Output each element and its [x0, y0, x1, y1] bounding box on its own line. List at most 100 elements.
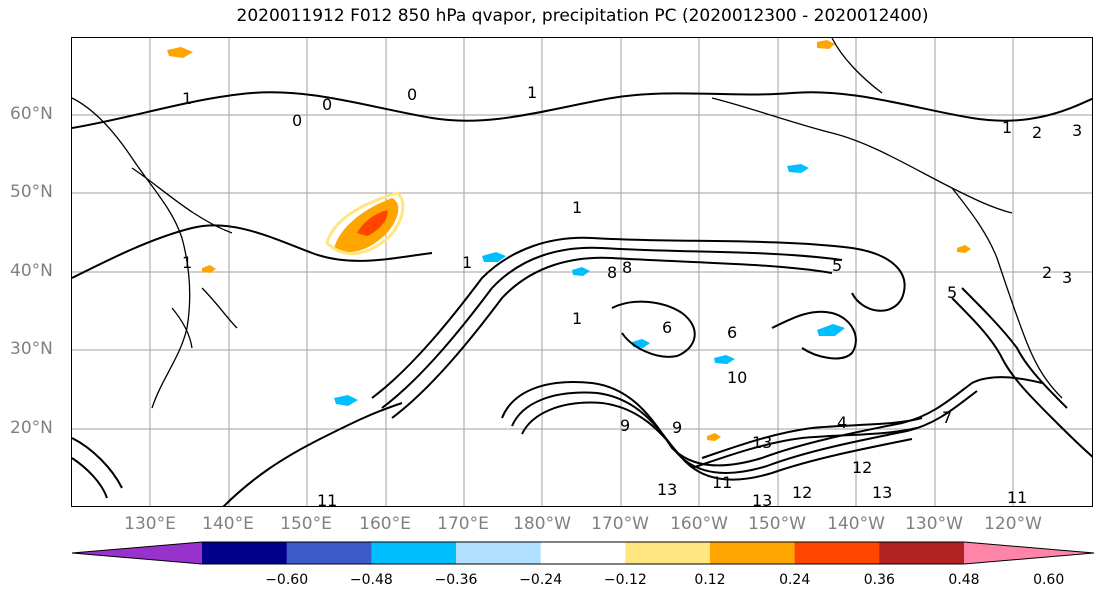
contour-label: 13	[752, 491, 772, 507]
contour-line-5	[391, 256, 833, 419]
lat-label-30n: 30°N	[10, 339, 53, 359]
lon-label-130w: 130°W	[905, 514, 963, 534]
contour-label: 7	[942, 408, 952, 427]
colorbar-tick-label: −0.36	[434, 572, 478, 588]
contour-label: 1	[1002, 118, 1012, 137]
colorbar-extend-max	[964, 542, 1094, 564]
contour-label: 6	[662, 318, 672, 337]
colorbar-outline	[71, 541, 1095, 565]
lat-label-60n: 60°N	[10, 104, 53, 124]
contour-label: 9	[672, 418, 682, 437]
contour-label: 3	[1062, 268, 1072, 287]
coastlines	[72, 38, 1063, 409]
colorbar-segment	[286, 542, 372, 564]
colorbar-tick-label: −0.60	[265, 572, 309, 588]
contour-label: 0	[292, 111, 302, 130]
contour-line-3	[371, 236, 906, 399]
colorbar-segment	[625, 542, 711, 564]
contour-line-16	[611, 300, 696, 358]
contour-label: 2	[1042, 263, 1052, 282]
precip-patch-orange-4	[202, 265, 216, 273]
colorbar-extend-min	[72, 542, 202, 564]
precip-patch-blue-5	[572, 267, 590, 276]
contour-label: 12	[792, 483, 812, 502]
contour-label: 10	[727, 368, 747, 387]
lon-label-180w: 180°W	[513, 514, 571, 534]
contour-line-10	[691, 427, 918, 469]
contour-label: 1	[527, 83, 537, 102]
contour-line-13	[951, 297, 1092, 458]
precip-patch-red	[357, 210, 388, 236]
contour-label: 9	[620, 416, 630, 435]
contour-label: 2	[1032, 123, 1042, 142]
precip-patch-orange-6	[707, 433, 721, 441]
colorbar-segment	[794, 542, 880, 564]
contour-line-1	[72, 91, 1092, 129]
contour-line-6	[501, 376, 1043, 467]
contour-label: 12	[852, 458, 872, 477]
contour-line-8	[521, 401, 913, 481]
contour-line-2	[72, 224, 433, 279]
lon-label-140e: 140°E	[202, 514, 254, 534]
lon-label-150e: 150°E	[280, 514, 332, 534]
contour-label: 8	[607, 263, 617, 282]
gridlines	[72, 38, 1092, 506]
lon-label-170w: 170°W	[591, 514, 649, 534]
qvapor-contours	[72, 91, 1092, 506]
coastline-asia	[72, 97, 233, 409]
colorbar-tick-label: 0.36	[863, 572, 895, 588]
contour-line-14	[961, 287, 1068, 409]
precip-patch-blue-2	[817, 324, 845, 336]
lon-label-150w: 150°W	[748, 514, 806, 534]
contour-label: 1	[572, 198, 582, 217]
contour-label: 0	[407, 85, 417, 104]
lon-label-130e: 130°E	[124, 514, 176, 534]
colorbar	[71, 541, 1095, 565]
contour-label: 1	[182, 89, 192, 108]
contour-label: 11	[317, 491, 337, 507]
contour-label: 11	[1007, 488, 1027, 507]
contour-label: 6	[727, 323, 737, 342]
precip-shading	[167, 40, 971, 441]
coastline-japan	[171, 287, 238, 349]
map-title: 2020011912 F012 850 hPa qvapor, precipit…	[236, 6, 929, 26]
colorbar-tick-label: 0.24	[779, 572, 811, 588]
contour-label: 13	[872, 483, 892, 502]
contour-line-12	[222, 402, 403, 506]
contour-label: 0	[322, 95, 332, 114]
colorbar-tick-label: 0.12	[694, 572, 726, 588]
contour-label: 1	[182, 253, 192, 272]
colorbar-tick-label: 0.60	[1033, 572, 1065, 588]
lon-label-160e: 160°E	[359, 514, 411, 534]
precip-patch-orange-2	[167, 47, 193, 58]
contour-label: 5	[947, 283, 957, 302]
colorbar-segment	[710, 542, 796, 564]
contour-line-15	[771, 310, 857, 360]
lat-label-20n: 20°N	[10, 418, 53, 438]
colorbar-tick-label: 0.48	[948, 572, 980, 588]
contour-label: 13	[657, 480, 677, 499]
precip-patch-blue-1	[482, 252, 506, 262]
contour-label: 11	[712, 473, 732, 492]
colorbar-segment	[540, 542, 626, 564]
colorbar-tick-label: −0.12	[603, 572, 647, 588]
contour-label: 1	[462, 253, 472, 272]
coastline-alaska	[711, 38, 1013, 214]
colorbar-segment	[456, 542, 542, 564]
precip-patch-blue-7	[714, 355, 735, 364]
precip-patch-orange-5	[957, 245, 971, 253]
lat-label-40n: 40°N	[10, 261, 53, 281]
colorbar-segment	[371, 542, 457, 564]
contour-line-9	[701, 417, 923, 459]
colorbar-tick-label: −0.24	[519, 572, 563, 588]
lon-label-120w: 120°W	[984, 514, 1042, 534]
lon-label-140w: 140°W	[827, 514, 885, 534]
contour-line-11	[72, 437, 123, 499]
contour-label: 3	[1072, 121, 1082, 140]
precip-patch-blue-4	[787, 164, 809, 173]
precip-patch-blue-3	[334, 395, 358, 406]
contour-label: 1	[572, 309, 582, 328]
colorbar-tick-label: −0.48	[349, 572, 393, 588]
